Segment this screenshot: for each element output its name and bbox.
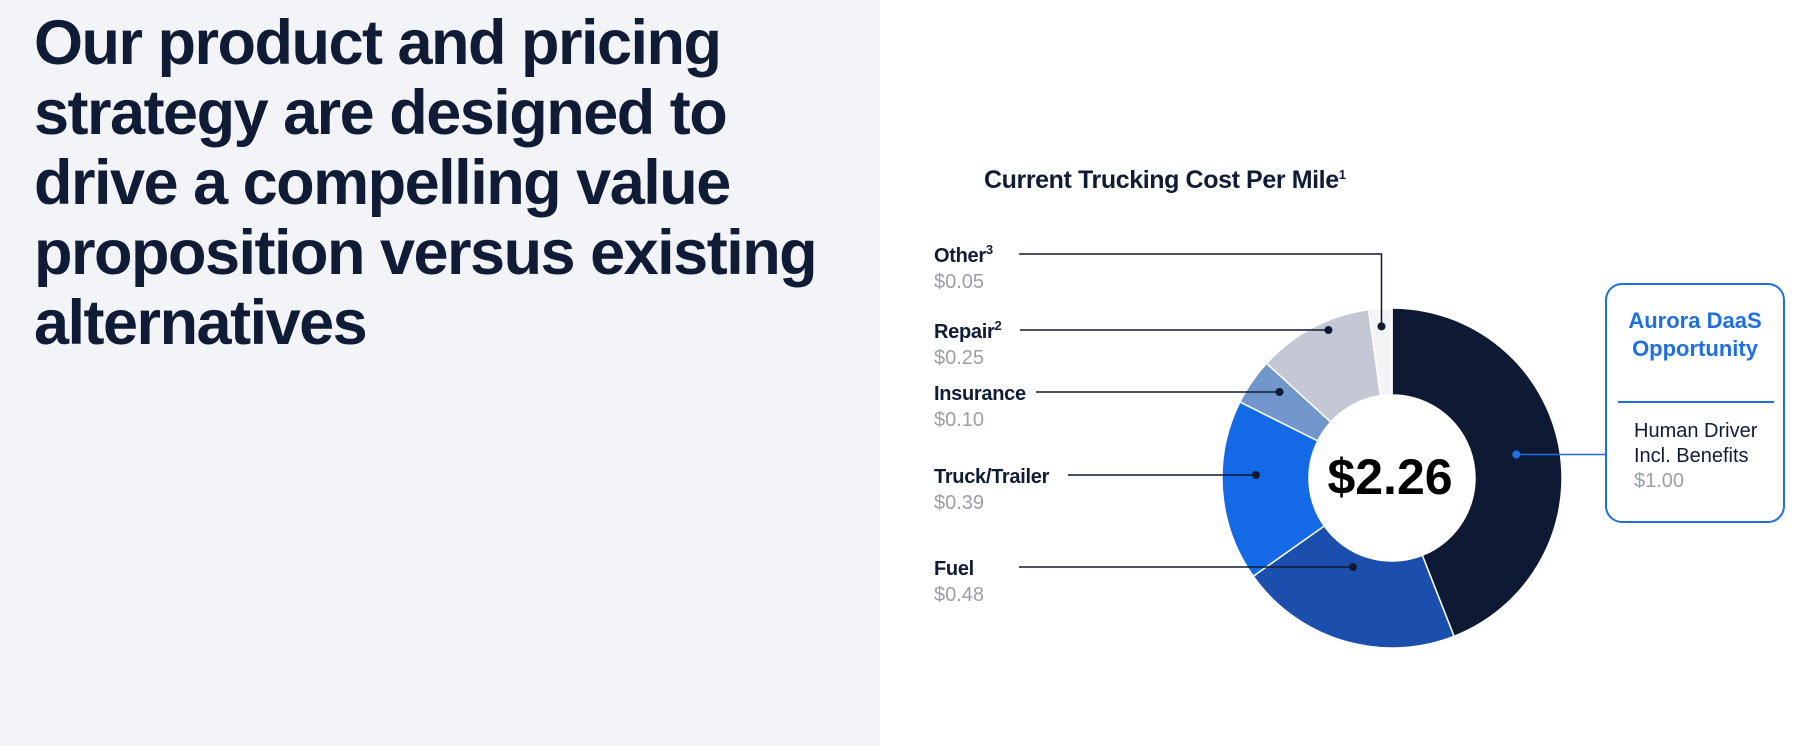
label-fuel: Fuel [934, 558, 974, 580]
label-other: Other3 [934, 242, 993, 267]
label-insurance: Insurance [934, 383, 1026, 405]
callout-title-line1: Aurora DaaS [1628, 308, 1761, 333]
value-repair: $0.25 [934, 347, 984, 369]
value-fuel: $0.48 [934, 584, 984, 606]
left-panel: Our product and pricing strategy are des… [0, 0, 880, 746]
slice-truck-trailer [1221, 400, 1326, 578]
leader-dot-insurance [1275, 388, 1284, 396]
value-other: $0.05 [934, 271, 984, 293]
leader-dot-fuel [1348, 563, 1357, 571]
leader-dot-human-driver-incl-benefits [1512, 450, 1521, 459]
value-insurance: $0.10 [934, 409, 984, 431]
slide-headline: Our product and pricing strategy are des… [34, 8, 818, 358]
label-truck-trailer: Truck/Trailer [934, 466, 1050, 488]
callout-box: Aurora DaaS Opportunity Human Driver Inc… [1605, 283, 1785, 523]
value-truck-trailer: $0.39 [934, 492, 984, 514]
donut-slices [1221, 307, 1563, 649]
label-repair: Repair2 [934, 318, 1001, 343]
slice-other [1367, 307, 1393, 397]
center-total-label: $2.26 [1327, 449, 1452, 505]
leader-lines [1019, 253, 1606, 571]
leader-dot-other [1377, 322, 1386, 331]
leader-line-other [1019, 253, 1383, 327]
slice-fuel [1252, 524, 1456, 649]
callout-text-line1: Human Driver [1634, 420, 1758, 442]
callout-title-line2: Opportunity [1632, 336, 1759, 361]
leader-dot-truck-trailer [1251, 471, 1260, 479]
leader-dot-repair [1324, 326, 1333, 334]
slice-human-driver-incl-benefits [1391, 307, 1563, 638]
callout-text-line2: Incl. Benefits [1634, 445, 1749, 467]
chart-title: Current Trucking Cost Per Mile1 [984, 166, 1346, 194]
callout-value: $1.00 [1634, 470, 1684, 492]
segment-labels: Fuel $0.48 Truck/Trailer $0.39 Insurance $0.1… [934, 242, 1050, 606]
